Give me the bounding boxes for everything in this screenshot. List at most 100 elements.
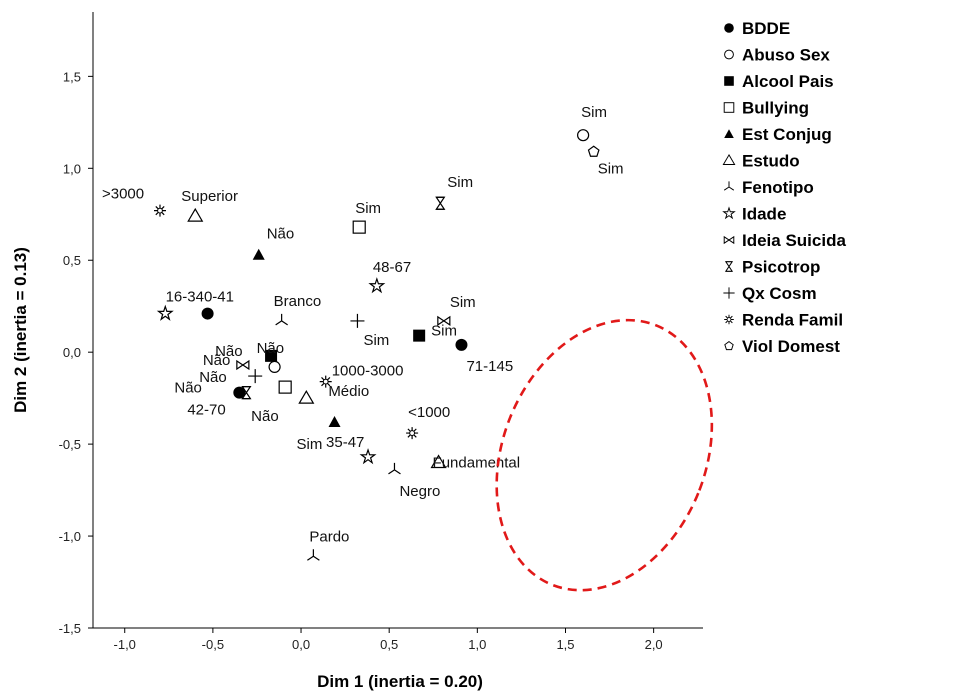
y-tick-label: -1,0	[59, 529, 81, 544]
point-marker	[359, 448, 377, 465]
point-label: 35-47	[326, 434, 364, 451]
point-marker	[298, 389, 315, 404]
x-axis-title: Dim 1 (inertia = 0.20)	[317, 672, 483, 691]
point-marker	[455, 338, 468, 351]
point-label: Não	[199, 369, 227, 386]
x-tick-label: -1,0	[114, 637, 136, 652]
x-tick-label: -0,5	[202, 637, 224, 652]
point-marker	[278, 380, 292, 394]
point-label: Sim	[447, 174, 473, 191]
legend-marker	[724, 129, 734, 138]
point-label: Não	[215, 343, 243, 360]
point-label: Sim	[363, 332, 389, 349]
x-tick-label: 0,0	[292, 637, 310, 652]
point-marker	[413, 329, 426, 342]
highlight-ellipse	[495, 318, 714, 592]
point-label: Negro	[399, 483, 440, 500]
legend-entry: Ideia Suicida	[742, 231, 846, 250]
legend-marker	[724, 261, 734, 272]
point-label: Fundamental	[433, 455, 521, 472]
legend-entry: Viol Domest	[742, 337, 840, 356]
point-label: Não	[257, 340, 285, 357]
point-label: Não	[203, 352, 231, 369]
point-marker	[252, 248, 265, 260]
legend-entry: Psicotrop	[742, 258, 820, 277]
point-marker	[187, 207, 204, 222]
x-tick-label: 1,5	[556, 637, 574, 652]
point-marker	[265, 349, 278, 362]
point-marker	[435, 196, 446, 210]
point-label: Pardo	[309, 528, 349, 545]
point-marker	[352, 220, 366, 234]
legend-entry: Idade	[742, 205, 786, 224]
point-label: 48-67	[373, 259, 411, 276]
point-marker	[430, 454, 447, 469]
legend-entry: Fenotipo	[742, 178, 814, 197]
legend-marker	[722, 206, 736, 220]
point-label: Branco	[274, 293, 322, 310]
legend-entry: Qx Cosm	[742, 284, 817, 303]
point-marker	[319, 375, 332, 388]
legend-entry: Alcool Pais	[742, 72, 834, 91]
point-marker	[236, 359, 250, 371]
point-label: Não	[267, 226, 295, 243]
point-label: <1000	[408, 404, 450, 421]
point-marker	[406, 427, 419, 440]
point-marker	[248, 369, 263, 384]
point-marker	[241, 386, 252, 400]
point-label: Sim	[431, 323, 457, 340]
legend-entry: Abuso Sex	[742, 46, 830, 65]
legend-marker	[724, 314, 734, 325]
point-label: 42-70	[187, 402, 225, 419]
point-marker	[153, 204, 166, 217]
y-tick-label: -0,5	[59, 437, 81, 452]
y-tick-label: 0,5	[63, 253, 81, 268]
legend-entry: Est Conjug	[742, 125, 832, 144]
y-axis-title: Dim 2 (inertia = 0.13)	[11, 247, 30, 413]
point-marker	[201, 307, 214, 320]
y-tick-label: -1,5	[59, 621, 81, 636]
legend-marker	[724, 341, 734, 351]
point-marker	[437, 315, 451, 327]
legend-marker	[723, 235, 735, 245]
point-label: >3000	[102, 186, 144, 203]
annotations	[495, 318, 714, 592]
data-points	[153, 129, 600, 561]
point-label: Superior	[181, 188, 238, 205]
point-marker	[233, 386, 246, 399]
legend-entry: Estudo	[742, 152, 800, 171]
y-tick-label: 1,5	[63, 69, 81, 84]
point-label: Sim	[450, 294, 476, 311]
y-tick-label: 0,0	[63, 345, 81, 360]
point-label: 1000-3000	[332, 363, 404, 380]
point-label: 16-340-41	[166, 289, 234, 306]
point-marker	[368, 277, 386, 294]
point-marker	[328, 416, 341, 428]
point-marker	[307, 549, 320, 561]
point-marker	[275, 313, 288, 326]
axes: -1,0 -0,5 0,0 0,5 1,0 1,5 2,0 -1,5 -1,0 -0,5 0,0 0,…	[59, 12, 703, 652]
x-tick-label: 1,0	[468, 637, 486, 652]
legend-marker	[724, 23, 734, 33]
legend-marker	[724, 49, 734, 60]
point-label: 71-145	[466, 358, 513, 375]
legend-marker	[723, 287, 735, 299]
y-tick-label: 1,0	[63, 161, 81, 176]
x-tick-label: 2,0	[645, 637, 663, 652]
legend-entry: Renda Famil	[742, 311, 843, 330]
point-marker	[388, 462, 401, 475]
point-marker	[350, 313, 365, 328]
point-label: Sim	[297, 436, 323, 453]
point-labels: 16-340-4142-7071-145SimNãoSimNãoSimNãoNã…	[102, 104, 624, 545]
legend-entry: Bullying	[742, 99, 809, 118]
point-label: Médio	[328, 383, 369, 400]
legend-marker	[723, 181, 735, 191]
point-label: Não	[251, 408, 279, 425]
legend-marker	[722, 153, 736, 165]
point-label: Sim	[598, 161, 624, 178]
legend: BDDE Abuso Sex Alcool Pais Bullying Est Conj…	[722, 19, 846, 356]
point-label: Sim	[581, 104, 607, 121]
legend-marker	[724, 76, 734, 86]
